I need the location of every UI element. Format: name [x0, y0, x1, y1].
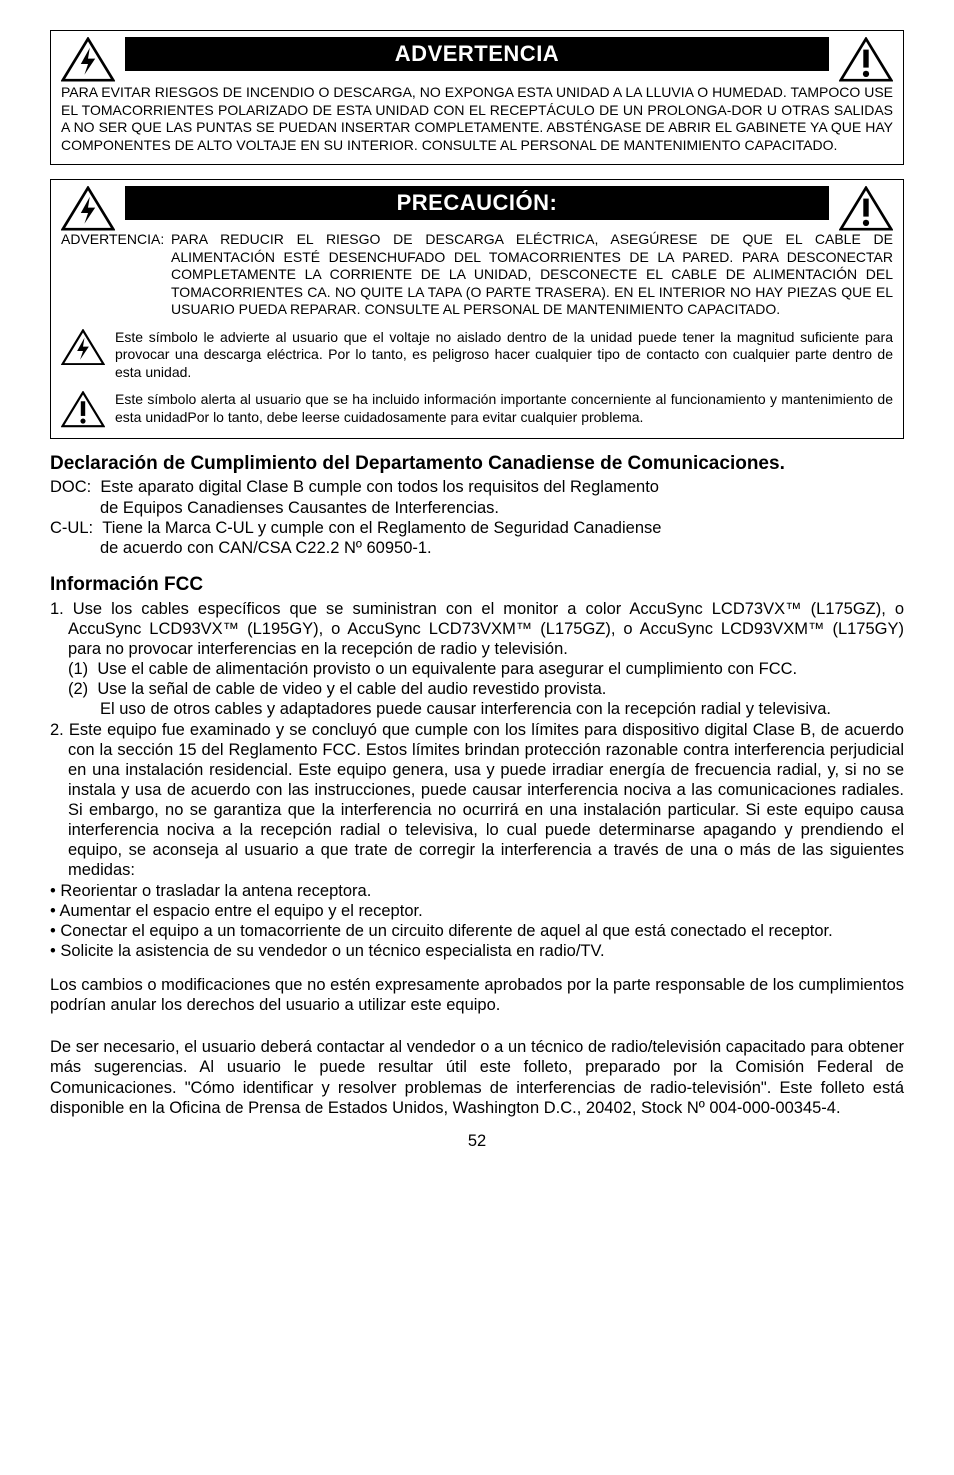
cul-line1: C-UL: Tiene la Marca C-UL y cumple con e…	[50, 518, 904, 538]
fcc-bullet2: • Aumentar el espacio entre el equipo y …	[50, 901, 904, 921]
decl-body: DOC: Este aparato digital Clase B cumple…	[50, 477, 904, 558]
bolt-triangle-icon	[61, 186, 115, 231]
precaucion-box: PRECAUCIÓN: ADVERTENCIA: PARA REDUCIR EL…	[50, 179, 904, 439]
fcc-body: 1. Use los cables específicos que se sum…	[50, 599, 904, 1118]
cul-line2: de acuerdo con CAN/CSA C22.2 Nº 60950-1.	[50, 538, 904, 558]
fcc-bullet3: • Conectar el equipo a un tomacorriente …	[50, 921, 904, 941]
doc-line2: de Equipos Canadienses Causantes de Inte…	[50, 498, 904, 518]
fcc-bullet1: • Reorientar o trasladar la antena recep…	[50, 881, 904, 901]
advertencia-box: ADVERTENCIA PARA EVITAR RIESGOS DE INCEN…	[50, 30, 904, 165]
symbol2-text: Este símbolo alerta al usuario que se ha…	[115, 391, 893, 426]
bolt-triangle-icon	[61, 329, 105, 366]
advertencia-body: PARA EVITAR RIESGOS DE INCENDIO O DESCAR…	[61, 84, 893, 154]
precaucion-title: PRECAUCIÓN:	[125, 186, 829, 220]
precaucion-header: PRECAUCIÓN:	[61, 186, 893, 231]
advertencia-title: ADVERTENCIA	[125, 37, 829, 71]
advertencia-header: ADVERTENCIA	[61, 37, 893, 82]
page-number: 52	[50, 1132, 904, 1152]
fcc-item1a: (1) Use el cable de alimentación provist…	[50, 659, 904, 679]
fcc-item2: 2. Este equipo fue examinado y se conclu…	[50, 720, 904, 881]
fcc-item1: 1. Use los cables específicos que se sum…	[50, 599, 904, 659]
exclaim-triangle-icon	[839, 37, 893, 82]
fcc-bullet4: • Solicite la asistencia de su vendedor …	[50, 941, 904, 961]
fcc-para2: De ser necesario, el usuario deberá cont…	[50, 1037, 904, 1118]
exclaim-triangle-icon	[839, 186, 893, 231]
fcc-item1b: (2) Use la señal de cable de video y el …	[50, 679, 904, 699]
decl-title: Declaración de Cumplimiento del Departam…	[50, 453, 904, 476]
doc-line1: DOC: Este aparato digital Clase B cumple…	[50, 477, 904, 497]
exclaim-triangle-icon	[61, 391, 105, 428]
precaucion-body: ADVERTENCIA: PARA REDUCIR EL RIESGO DE D…	[61, 231, 893, 428]
symbol1-text: Este símbolo le advierte al usuario que …	[115, 329, 893, 382]
bolt-triangle-icon	[61, 37, 115, 82]
fcc-para1: Los cambios o modificaciones que no esté…	[50, 975, 904, 1015]
fcc-item1c: El uso de otros cables y adaptadores pue…	[50, 699, 904, 719]
fcc-title: Información FCC	[50, 574, 904, 597]
advertencia-label: ADVERTENCIA:	[61, 231, 171, 249]
advertencia-text: PARA REDUCIR EL RIESGO DE DESCARGA ELÉCT…	[171, 231, 893, 319]
